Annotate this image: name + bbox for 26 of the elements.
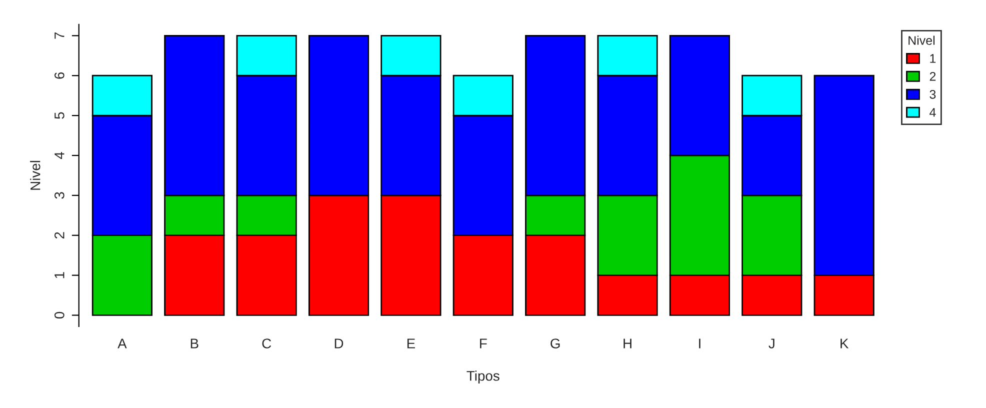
x-tick-label: D xyxy=(334,338,344,348)
x-tick-label: J xyxy=(768,338,774,348)
x-tick-label: I xyxy=(699,338,700,348)
y-tick-label: 5 xyxy=(54,112,64,119)
legend-label: 3 xyxy=(930,90,936,99)
y-tick-label: 6 xyxy=(54,72,64,79)
legend-label: 4 xyxy=(930,108,936,117)
x-tick-label: F xyxy=(480,338,487,348)
x-tick-label: H xyxy=(624,338,632,348)
y-axis-title: Nivel xyxy=(30,160,40,190)
x-tick-label: C xyxy=(262,338,272,348)
legend-label: 1 xyxy=(930,54,936,63)
legend-label: 2 xyxy=(930,72,936,81)
y-tick-label: 1 xyxy=(54,272,64,278)
x-tick-label: K xyxy=(840,338,849,348)
y-tick-label: 0 xyxy=(54,312,64,319)
x-tick-label: B xyxy=(190,338,198,348)
x-tick-label: G xyxy=(550,338,560,348)
legend-title: Nivel xyxy=(908,36,935,45)
x-axis-title: Tipos xyxy=(466,370,500,384)
y-tick-label: 3 xyxy=(54,192,64,199)
y-tick-label: 7 xyxy=(54,32,64,39)
y-tick-label: 4 xyxy=(54,152,64,160)
y-tick-label: 2 xyxy=(54,232,64,239)
x-tick-label: E xyxy=(407,338,415,348)
x-tick-label: A xyxy=(118,338,127,348)
